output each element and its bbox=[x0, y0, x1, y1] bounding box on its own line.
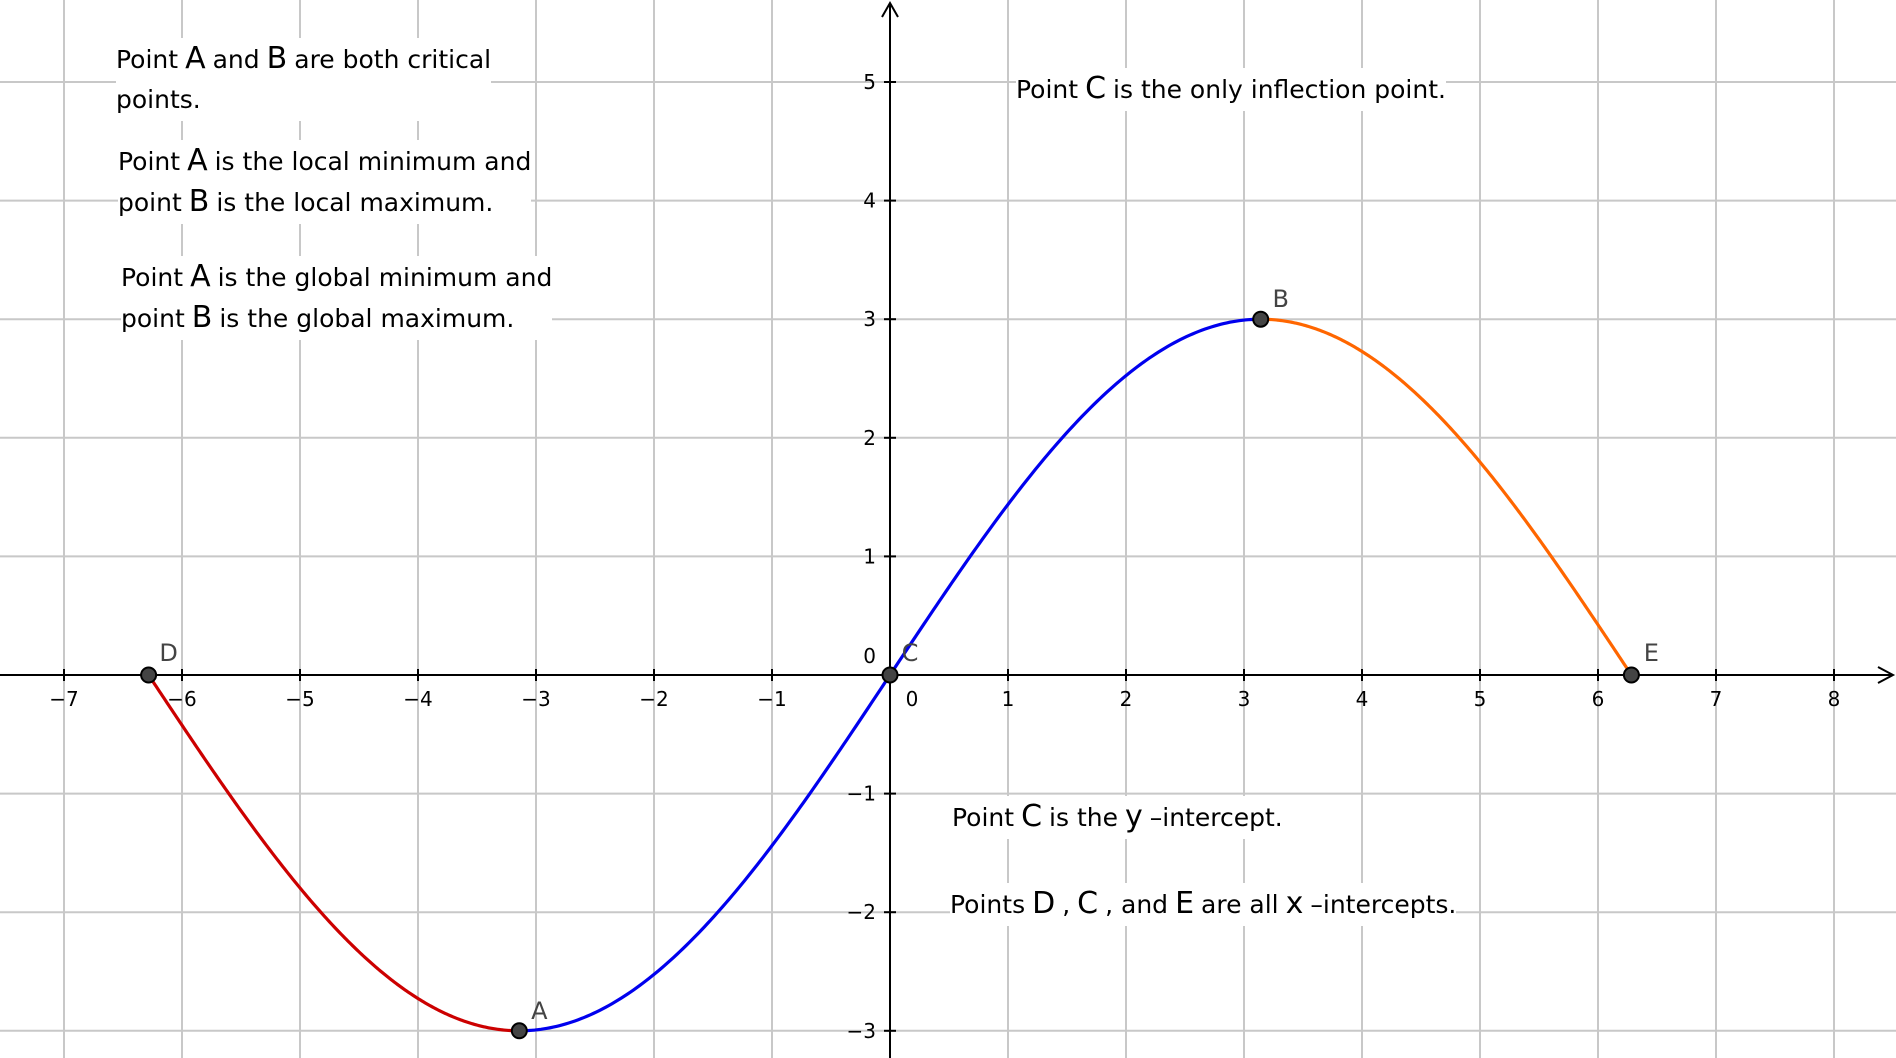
x-tick-label: 6 bbox=[1592, 687, 1605, 711]
note-text: is the bbox=[1049, 803, 1118, 832]
point-symbol: B bbox=[191, 300, 213, 335]
note-line: points. bbox=[116, 79, 491, 121]
variable-symbol: y bbox=[1124, 799, 1143, 834]
point-symbol: C bbox=[1077, 886, 1099, 921]
x-tick-label: −3 bbox=[521, 687, 550, 711]
y-axis-arrow bbox=[881, 0, 899, 18]
note-text: is the global minimum and bbox=[217, 263, 553, 292]
y-tick-label: 2 bbox=[863, 426, 876, 450]
curve-segment-1 bbox=[147, 673, 521, 1033]
variable-symbol: x bbox=[1285, 886, 1304, 921]
point-symbol: A bbox=[190, 259, 211, 294]
curve-segment-3 bbox=[1259, 317, 1633, 677]
note-text: Point bbox=[121, 263, 184, 292]
y-tick-label: 1 bbox=[863, 544, 876, 568]
x-tick-label: 3 bbox=[1238, 687, 1251, 711]
note-text: is the local maximum. bbox=[216, 188, 494, 217]
x-axis-arrow bbox=[1877, 666, 1896, 684]
x-tick-label: −7 bbox=[49, 687, 78, 711]
note-text: Point bbox=[118, 147, 181, 176]
x-tick-label: 0 bbox=[906, 687, 919, 711]
x-tick-label: 1 bbox=[1002, 687, 1015, 711]
point-symbol: C bbox=[1021, 799, 1043, 834]
note-text: are both critical bbox=[294, 45, 492, 74]
x-tick-label: −1 bbox=[757, 687, 786, 711]
note-text: , bbox=[1062, 890, 1071, 919]
note-text: Point bbox=[116, 45, 179, 74]
note-text: are all bbox=[1201, 890, 1279, 919]
point-label-d: D bbox=[159, 639, 177, 667]
point-c bbox=[881, 666, 899, 684]
x-tick-label: 4 bbox=[1356, 687, 1369, 711]
point-label-e: E bbox=[1644, 639, 1659, 667]
point-e bbox=[1622, 666, 1640, 684]
y-tick-label: 4 bbox=[863, 189, 876, 213]
note-text: points. bbox=[116, 85, 201, 114]
note-text: point bbox=[118, 188, 182, 217]
y-tick-label: −2 bbox=[847, 900, 876, 924]
tick-labels: −7 −6 −5 −4 −3 −2 −1 0 1 2 3 4 5 6 7 8 −3 −2 −1 0 1 2 3 4 5 bbox=[49, 70, 1840, 1043]
x-tick-label: −2 bbox=[639, 687, 668, 711]
x-tick-label: 7 bbox=[1710, 687, 1723, 711]
point-symbol: E bbox=[1175, 886, 1195, 921]
point-label-a: A bbox=[531, 997, 548, 1025]
note-text: is the local minimum and bbox=[214, 147, 532, 176]
point-label-b: B bbox=[1272, 285, 1288, 313]
y-tick-label: −3 bbox=[847, 1019, 876, 1043]
point-label-c: C bbox=[902, 639, 919, 667]
x-tick-label: 2 bbox=[1120, 687, 1133, 711]
x-tick-label: −4 bbox=[403, 687, 432, 711]
note-text: –intercepts. bbox=[1310, 890, 1457, 919]
point-symbol: D bbox=[1032, 886, 1056, 921]
x-tick-label: 5 bbox=[1474, 687, 1487, 711]
point-symbol: A bbox=[187, 143, 208, 178]
point-a bbox=[510, 1022, 528, 1040]
x-tick-label: 8 bbox=[1828, 687, 1841, 711]
point-d bbox=[140, 666, 158, 684]
point-symbol: B bbox=[188, 184, 210, 219]
note-text: is the global maximum. bbox=[219, 304, 515, 333]
y-tick-label: 3 bbox=[863, 307, 876, 331]
y-tick-label: 0 bbox=[863, 644, 876, 668]
point-symbol: C bbox=[1085, 71, 1107, 106]
y-tick-label: −1 bbox=[847, 782, 876, 806]
note-text: –intercept. bbox=[1149, 803, 1283, 832]
note-text: Points bbox=[950, 890, 1026, 919]
note-text: Point bbox=[1016, 75, 1079, 104]
note-text: point bbox=[121, 304, 185, 333]
point-b bbox=[1252, 310, 1270, 328]
note-text: Point bbox=[952, 803, 1015, 832]
note-text: is the only inflection point. bbox=[1113, 75, 1446, 104]
point-symbol: A bbox=[185, 41, 206, 76]
point-symbol: B bbox=[266, 41, 288, 76]
note-text: and bbox=[212, 45, 260, 74]
x-tick-label: −6 bbox=[167, 687, 196, 711]
y-tick-label: 5 bbox=[863, 70, 876, 94]
x-tick-label: −5 bbox=[285, 687, 314, 711]
note-text: , and bbox=[1105, 890, 1169, 919]
